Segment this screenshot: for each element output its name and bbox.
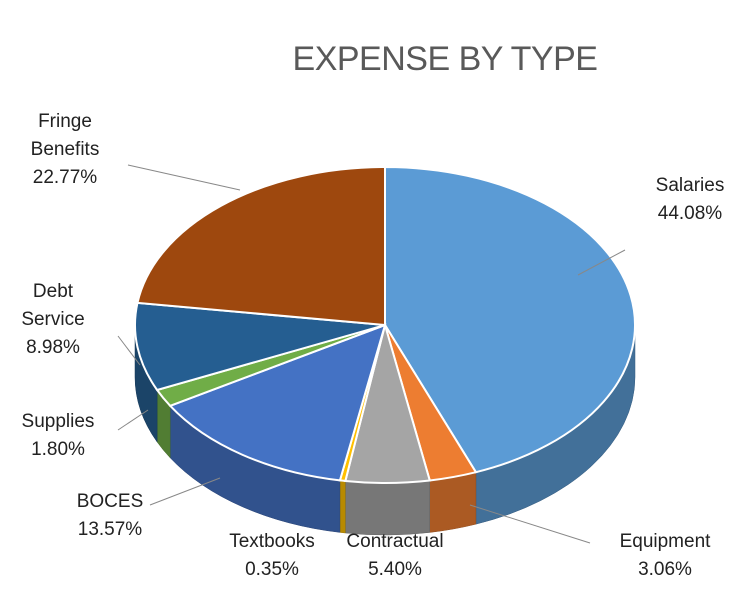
leader-line — [117, 409, 149, 431]
slice-label: Fringe Benefits 22.77% — [20, 108, 110, 192]
pie-slice — [168, 323, 387, 482]
slice-side — [345, 480, 431, 536]
slice-label: Salaries 44.08% — [630, 172, 747, 228]
slice-label: Textbooks 0.35% — [212, 528, 332, 584]
value-label: 0.35% — [245, 559, 299, 580]
value-label: 1.80% — [31, 439, 85, 460]
leader-line — [469, 504, 591, 544]
leader-line — [149, 477, 221, 506]
pie-slice — [384, 165, 636, 474]
category-label: Supplies — [21, 411, 95, 432]
category-label: Fringe Benefits — [30, 111, 100, 160]
category-label: Contractual — [346, 531, 444, 552]
slice-label: Supplies 1.80% — [0, 408, 118, 464]
value-label: 3.06% — [638, 559, 692, 580]
category-label: Salaries — [655, 175, 725, 196]
chart-title: EXPENSE BY TYPE — [292, 40, 598, 78]
category-label: Debt Service — [21, 281, 85, 330]
value-label: 5.40% — [368, 559, 422, 580]
slice-label: Equipment 3.06% — [605, 528, 725, 584]
slice-side — [429, 471, 477, 533]
category-label: Textbooks — [229, 531, 315, 552]
value-label: 13.57% — [77, 519, 143, 540]
slice-side — [339, 480, 346, 534]
category-label: BOCES — [76, 491, 144, 512]
category-label: Equipment — [619, 531, 711, 552]
slice-label: Debt Service 8.98% — [8, 278, 98, 362]
leader-line — [117, 335, 141, 366]
leader-line — [127, 164, 241, 191]
value-label: 44.08% — [657, 203, 723, 224]
value-label: 8.98% — [26, 337, 80, 358]
leader-line — [577, 249, 626, 276]
slice-label: BOCES 13.57% — [50, 488, 170, 544]
pie-slice — [134, 301, 386, 392]
value-label: 22.77% — [32, 167, 98, 188]
slice-label: Contractual 5.40% — [335, 528, 455, 584]
pie-slice — [136, 165, 386, 327]
